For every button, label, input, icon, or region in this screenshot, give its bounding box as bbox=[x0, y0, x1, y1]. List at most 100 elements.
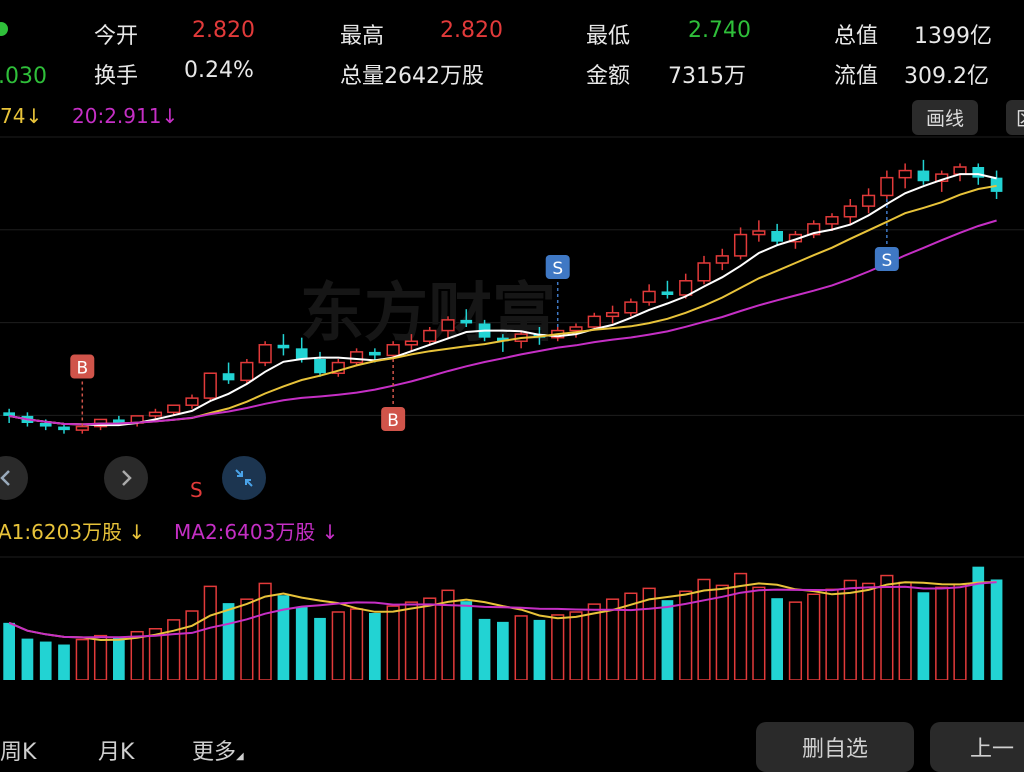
vol-ma2-legend: MA2:6403万股 ↓ bbox=[174, 516, 338, 545]
candle-body bbox=[771, 231, 783, 242]
interval-button[interactable]: 区 bbox=[1006, 100, 1024, 135]
volume-bar bbox=[460, 601, 473, 680]
candle-body bbox=[624, 301, 638, 314]
amount-value: 7315万 bbox=[668, 64, 746, 89]
prev-stock-button[interactable]: 上一 bbox=[930, 722, 1024, 772]
candle-body bbox=[369, 351, 381, 356]
volume-bar bbox=[843, 579, 857, 680]
volume-bar bbox=[825, 588, 839, 680]
tab-monthly-k[interactable]: 月K bbox=[98, 740, 135, 765]
volume-label: 总量 bbox=[340, 64, 385, 89]
candle-body bbox=[715, 255, 729, 264]
volume-bar bbox=[917, 592, 930, 680]
volume-bar bbox=[861, 582, 876, 680]
volume-bar bbox=[661, 600, 674, 680]
vol-ma1-legend: A1:6203万股 ↓ bbox=[0, 516, 145, 545]
volume-bar bbox=[551, 614, 565, 680]
sell-signal-label: S bbox=[881, 251, 892, 271]
candle-body bbox=[386, 344, 400, 357]
volume-bar bbox=[277, 595, 290, 680]
candle-body bbox=[953, 166, 967, 175]
high-value: 2.820 bbox=[440, 18, 503, 43]
candle-body bbox=[277, 344, 290, 349]
candle-body bbox=[880, 176, 894, 197]
volume-chart[interactable] bbox=[0, 555, 1024, 680]
open-label: 今开 bbox=[94, 24, 139, 49]
volume-bar bbox=[386, 605, 400, 680]
volume-bar bbox=[642, 587, 656, 680]
candle-body bbox=[861, 194, 876, 207]
float-cap-value: 309.2亿 bbox=[904, 64, 989, 89]
next-button[interactable] bbox=[104, 456, 148, 500]
candle-body bbox=[661, 291, 674, 295]
volume-bar bbox=[369, 612, 381, 680]
volume-bar bbox=[587, 603, 601, 680]
price-chart[interactable]: 东方财富 BBS S bbox=[0, 135, 1024, 455]
volume-bar bbox=[3, 622, 15, 680]
low-label: 最低 bbox=[586, 24, 631, 49]
tab-weekly-k[interactable]: 周K bbox=[0, 740, 37, 765]
volume-bar bbox=[404, 601, 419, 680]
candle-body bbox=[752, 230, 766, 236]
candle-body bbox=[39, 423, 52, 427]
candle-body bbox=[331, 361, 345, 374]
low-value: 2.740 bbox=[688, 18, 751, 43]
turnover-value: 0.24% bbox=[184, 58, 254, 83]
volume-bar bbox=[715, 584, 729, 680]
candle-body bbox=[295, 348, 308, 359]
candle-body bbox=[441, 319, 455, 332]
volume-bar bbox=[258, 582, 272, 680]
candle-body bbox=[314, 359, 326, 374]
volume-bar bbox=[697, 578, 711, 680]
volume-bar bbox=[93, 634, 108, 680]
volume-bar bbox=[533, 619, 546, 680]
ma5-legend-value: 74 bbox=[0, 104, 26, 128]
vol-ma2-arrow-icon: ↓ bbox=[321, 520, 339, 544]
ma5-arrow-icon: ↓ bbox=[25, 104, 43, 128]
candle-body bbox=[733, 233, 748, 257]
volume-bar bbox=[113, 637, 125, 680]
candle-body bbox=[497, 337, 509, 342]
volume-bar bbox=[972, 566, 985, 680]
volume-bar bbox=[441, 589, 455, 680]
candle-body bbox=[898, 169, 912, 179]
volume-bar bbox=[880, 574, 894, 680]
amount-label: 金额 bbox=[586, 64, 631, 89]
candle-body bbox=[605, 312, 620, 318]
volume-value: 2642万股 bbox=[384, 64, 485, 89]
volume-bar bbox=[314, 617, 326, 680]
ma20-arrow-icon: ↓ bbox=[161, 104, 179, 128]
candle-body bbox=[587, 315, 601, 328]
candle-body bbox=[972, 167, 985, 178]
triangle-icon: ◢ bbox=[236, 751, 244, 762]
last-price: .030 bbox=[0, 64, 47, 89]
candle-body bbox=[258, 344, 272, 364]
vol-ma1-value: A1:6203万股 bbox=[0, 520, 123, 544]
candle-body bbox=[75, 425, 89, 431]
volume-bar bbox=[295, 607, 308, 680]
candle-body bbox=[697, 262, 711, 282]
candle-body bbox=[148, 411, 163, 417]
tab-more[interactable]: 更多◢ bbox=[192, 734, 244, 766]
volume-bar bbox=[733, 572, 748, 680]
high-label: 最高 bbox=[340, 24, 385, 49]
volume-bar bbox=[331, 611, 345, 680]
prev-button[interactable] bbox=[0, 456, 28, 500]
candle-body bbox=[917, 170, 930, 182]
draw-line-button[interactable]: 画线 bbox=[912, 100, 979, 135]
volume-bar bbox=[423, 597, 437, 680]
volume-bar bbox=[788, 601, 803, 680]
candle-body bbox=[203, 372, 217, 399]
turnover-label: 换手 bbox=[94, 64, 139, 89]
volume-bar bbox=[478, 618, 491, 680]
candle-body bbox=[825, 216, 839, 225]
collapse-button[interactable] bbox=[222, 456, 266, 500]
delete-watchlist-button[interactable]: 删自选 bbox=[756, 722, 914, 772]
sell-signal-badge bbox=[874, 247, 899, 271]
candle-body bbox=[679, 280, 693, 296]
volume-bar bbox=[497, 621, 509, 680]
candle-body bbox=[113, 419, 125, 423]
collapse-icon bbox=[235, 469, 253, 487]
chevron-left-icon bbox=[0, 470, 10, 486]
vol-ma2-line bbox=[8, 581, 997, 639]
